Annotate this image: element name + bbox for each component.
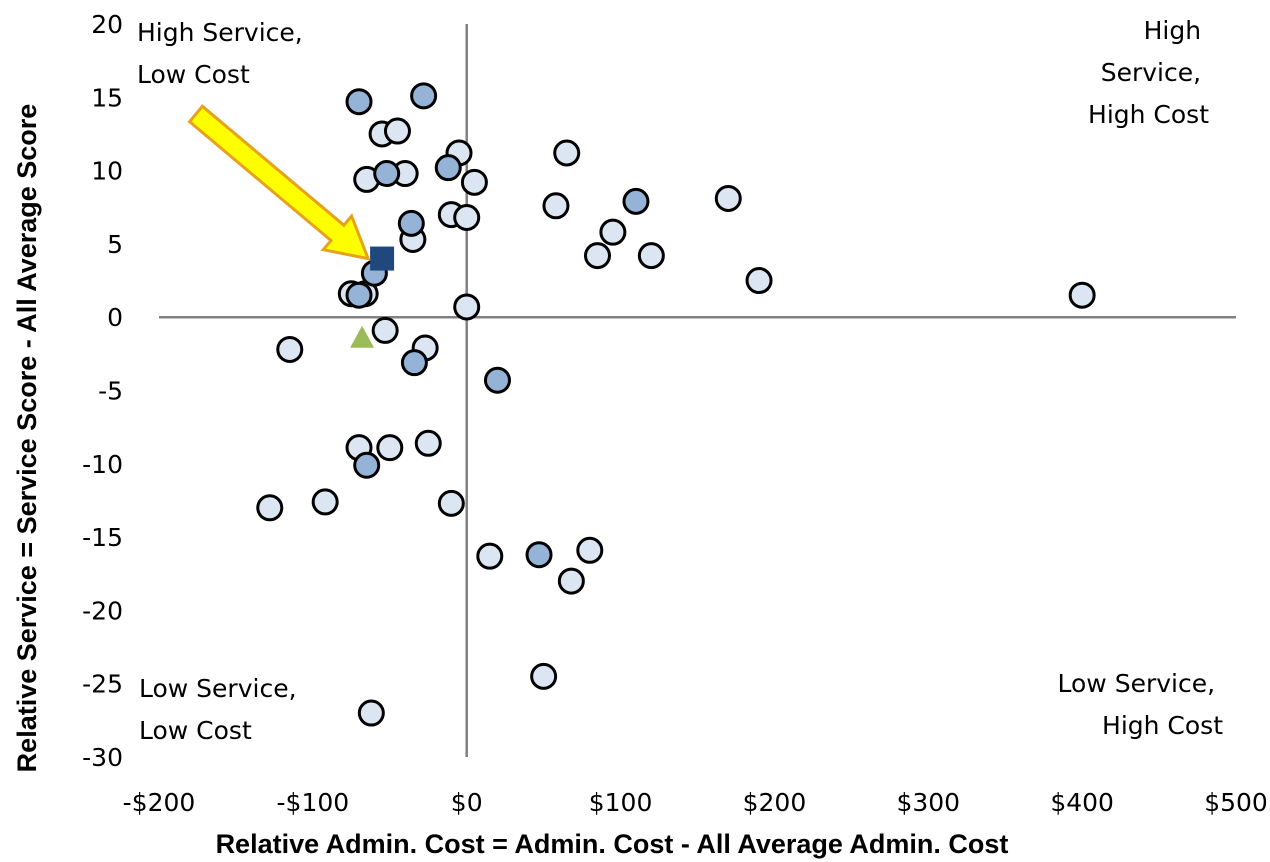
y-tick-label: -20 xyxy=(82,596,123,625)
y-tick-label: 5 xyxy=(107,230,123,259)
y-tick-label: 15 xyxy=(91,83,123,112)
data-point xyxy=(1068,281,1096,309)
data-point xyxy=(376,434,404,462)
data-point xyxy=(345,88,373,116)
data-point xyxy=(353,451,381,479)
highlight-arrow xyxy=(187,104,371,261)
quadrant-label-bottom-right: Low Service, High Cost xyxy=(1058,669,1224,740)
data-point xyxy=(553,139,581,167)
data-point xyxy=(637,242,665,270)
y-tick-label: -5 xyxy=(98,377,123,406)
data-point xyxy=(599,218,627,246)
quadrant-bottom-right-line-2: High Cost xyxy=(1102,711,1223,740)
data-point xyxy=(714,184,742,212)
data-point xyxy=(276,335,304,363)
data-point xyxy=(397,209,425,237)
chart-axes xyxy=(159,24,1236,757)
data-point xyxy=(525,541,553,569)
data-point xyxy=(256,494,284,522)
y-tick-label: -15 xyxy=(82,523,123,552)
quadrant-top-right-line-1: High xyxy=(1144,16,1201,45)
data-point xyxy=(373,160,401,188)
data-point xyxy=(542,192,570,220)
data-point xyxy=(437,489,465,517)
quadrant-label-top-right: High Service, High Cost xyxy=(1088,16,1209,129)
quadrant-label-bottom-left: Low Service, Low Cost xyxy=(139,674,304,745)
data-point xyxy=(345,281,373,309)
data-point xyxy=(576,536,604,564)
x-tick-labels: -$200 -$100 $0 $100 $200 $300 $400 $500 xyxy=(123,788,1268,817)
quadrant-top-left-line-2: Low Cost xyxy=(137,60,250,89)
average-point xyxy=(350,325,375,348)
quadrant-bottom-left-line-1: Low Service, xyxy=(139,674,297,703)
quadrant-label-top-left: High Service, Low Cost xyxy=(137,18,311,89)
data-point xyxy=(745,267,773,295)
y-tick-label: 0 xyxy=(107,303,123,332)
x-tick-label: $200 xyxy=(743,788,807,817)
data-point xyxy=(476,542,504,570)
y-tick-label: 10 xyxy=(91,157,123,186)
y-axis-title: Relative Service = Service Score - All A… xyxy=(12,104,42,773)
data-point xyxy=(530,662,558,690)
data-point xyxy=(371,316,399,344)
quadrant-top-right-line-3: High Cost xyxy=(1088,100,1209,129)
x-tick-label: -$200 xyxy=(123,788,196,817)
quadrant-bottom-left-line-2: Low Cost xyxy=(139,716,252,745)
x-tick-label: $500 xyxy=(1204,788,1268,817)
x-tick-label: $300 xyxy=(896,788,960,817)
quadrant-bottom-right-line-1: Low Service, xyxy=(1058,669,1216,698)
data-point xyxy=(400,349,428,377)
data-point xyxy=(414,429,442,457)
y-tick-label: -30 xyxy=(82,743,123,772)
y-tick-label: -25 xyxy=(82,670,123,699)
data-point xyxy=(453,204,481,232)
data-point xyxy=(357,699,385,727)
data-point xyxy=(410,82,438,110)
x-tick-label: $100 xyxy=(589,788,653,817)
data-point xyxy=(583,242,611,270)
y-tick-label: 20 xyxy=(91,10,123,39)
x-tick-label: $0 xyxy=(451,788,483,817)
highlight-point xyxy=(370,246,395,271)
y-tick-labels: 20 15 10 5 0 -5 -10 -15 -20 -25 -30 xyxy=(82,10,123,772)
data-point xyxy=(453,293,481,321)
data-point xyxy=(557,567,585,595)
x-tick-label: $400 xyxy=(1050,788,1114,817)
y-tick-label: -10 xyxy=(82,450,123,479)
data-point xyxy=(622,187,650,215)
quadrant-top-left-line-1: High Service, xyxy=(137,18,303,47)
quadrant-labels: High Service, Low Cost High Service, Hig… xyxy=(137,16,1223,745)
data-point xyxy=(383,117,411,145)
data-point xyxy=(434,154,462,182)
data-point xyxy=(460,168,488,196)
x-axis-title: Relative Admin. Cost = Admin. Cost - All… xyxy=(216,829,1009,859)
data-points xyxy=(256,82,1096,727)
data-point xyxy=(311,488,339,516)
data-point xyxy=(483,366,511,394)
x-tick-label: -$100 xyxy=(277,788,350,817)
quadrant-top-right-line-2: Service, xyxy=(1101,58,1201,87)
